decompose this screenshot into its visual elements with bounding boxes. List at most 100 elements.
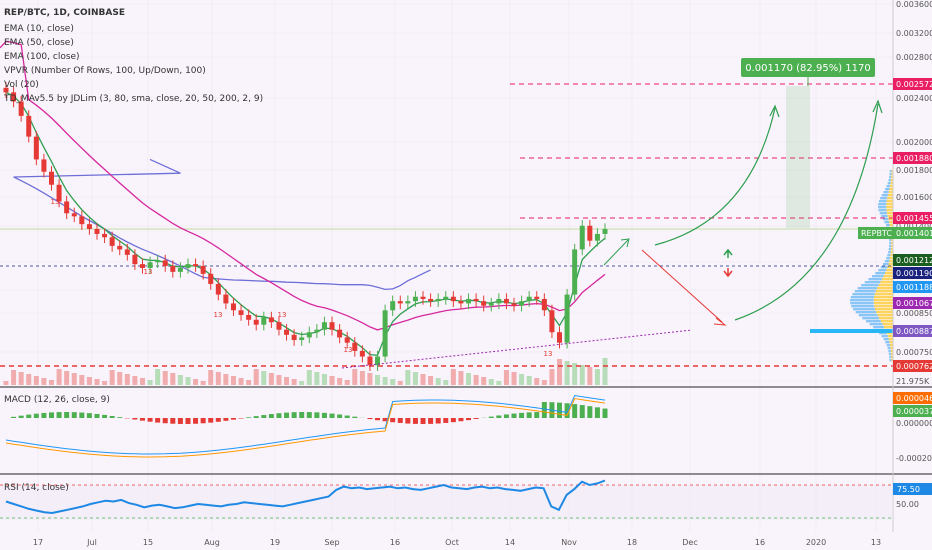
vpvr-up-bar bbox=[884, 260, 890, 263]
candle-body bbox=[230, 303, 236, 311]
vpvr-down-bar bbox=[888, 191, 893, 194]
macd-histogram bbox=[11, 402, 608, 424]
volume-profile bbox=[810, 170, 893, 362]
symbol-header: REP/BTC, 1D, COINBASE bbox=[4, 8, 125, 18]
volume-bar bbox=[314, 372, 320, 385]
vpvr-down-bar bbox=[889, 221, 893, 224]
vpvr-up-bar bbox=[857, 287, 878, 290]
macd-bar bbox=[261, 415, 267, 418]
volume-bar bbox=[458, 371, 464, 385]
vpvr-up-bar bbox=[878, 209, 887, 212]
candle-body bbox=[299, 337, 305, 341]
volume-bar bbox=[124, 374, 130, 385]
candle-body bbox=[208, 273, 214, 284]
drawings bbox=[603, 99, 883, 326]
macd-bar bbox=[519, 412, 525, 418]
volume-bar bbox=[299, 381, 305, 385]
macd-bar bbox=[390, 418, 396, 423]
macd-bar bbox=[314, 412, 320, 418]
candle-body bbox=[261, 317, 267, 325]
macd-bar bbox=[405, 418, 411, 424]
macd-tag-box bbox=[893, 392, 932, 404]
macd-bar bbox=[458, 418, 464, 422]
vpvr-down-bar bbox=[878, 284, 893, 287]
volume-bar bbox=[185, 377, 191, 385]
macd-bar bbox=[33, 413, 39, 418]
vpvr-down-bar bbox=[887, 197, 893, 200]
vpvr-down-bar bbox=[876, 311, 893, 314]
candle-body bbox=[109, 237, 115, 246]
rsi-band bbox=[0, 485, 893, 520]
macd-bar bbox=[64, 412, 70, 418]
vpvr-down-bar bbox=[886, 200, 893, 203]
volume-bar bbox=[549, 369, 555, 385]
volume-bar bbox=[193, 379, 199, 385]
candle-body bbox=[488, 303, 494, 306]
curved-up-arrow-2-head bbox=[872, 99, 883, 114]
candle-body bbox=[132, 254, 138, 265]
vpvr-up-bar bbox=[884, 221, 890, 224]
macd-tag-label: 0.000046 bbox=[896, 394, 932, 403]
vpvr-up-bar bbox=[887, 254, 891, 257]
td-label: 13 bbox=[51, 198, 60, 206]
candle-body bbox=[246, 314, 252, 320]
volume-bar bbox=[18, 372, 24, 385]
macd-bar bbox=[352, 416, 358, 418]
candle-body bbox=[359, 350, 365, 357]
vpvr-down-bar bbox=[890, 344, 893, 347]
candle-body bbox=[420, 296, 426, 299]
candle-body bbox=[193, 264, 199, 267]
volume-bar bbox=[200, 381, 206, 385]
volume-bar bbox=[246, 380, 252, 385]
indicator-label: TD_MAv5.5 by JDLim (3, 80, sma, close, 2… bbox=[3, 94, 263, 104]
macd-bar bbox=[587, 406, 593, 418]
vpvr-down-bar bbox=[877, 314, 893, 317]
vpvr-down-bar bbox=[891, 248, 893, 251]
candle-body bbox=[337, 329, 343, 338]
candle-body bbox=[117, 245, 123, 250]
vpvr-up-bar bbox=[880, 266, 888, 269]
candle-body bbox=[450, 296, 456, 302]
vpvr-up-bar bbox=[888, 350, 891, 353]
candle-body bbox=[102, 233, 108, 238]
price-tag-box bbox=[893, 297, 932, 309]
volume-bar bbox=[352, 369, 358, 385]
price-tick-label: 0.001800 bbox=[896, 166, 932, 175]
vpvr-up-bar bbox=[879, 332, 887, 335]
small-down-arrow bbox=[723, 268, 733, 278]
macd-bar bbox=[177, 418, 183, 424]
small-up-arrow bbox=[723, 248, 733, 258]
vpvr-up-bar bbox=[871, 275, 884, 278]
date-tick-label: 13 bbox=[871, 538, 881, 547]
price-tick-label: 0.000750 bbox=[896, 348, 932, 357]
vpvr-down-bar bbox=[889, 224, 893, 227]
volume-bar bbox=[382, 377, 388, 385]
volume-bar bbox=[41, 378, 47, 385]
indicator-label: Vol (20) bbox=[4, 80, 39, 90]
macd-bar bbox=[86, 413, 92, 418]
vpvr-up-bar bbox=[889, 356, 892, 359]
short-up-arrow bbox=[603, 239, 629, 266]
vpvr-up-bar bbox=[889, 242, 892, 245]
candle-body bbox=[238, 310, 244, 315]
macd-tag-box bbox=[893, 405, 932, 417]
candle-body bbox=[276, 322, 282, 330]
vpvr-down-bar bbox=[890, 251, 893, 254]
price-pane: 0.001170 (82.95%) 1170 13 13 13 13 13 13 REP/… bbox=[0, 8, 893, 385]
vpvr-up-bar bbox=[865, 320, 881, 323]
candle-body bbox=[587, 225, 593, 241]
volume-bar bbox=[276, 375, 282, 385]
curved-up-arrow-1-head bbox=[769, 104, 780, 118]
macd-bar bbox=[79, 412, 85, 418]
candle-body bbox=[503, 298, 509, 304]
candle-body bbox=[549, 310, 555, 333]
macd-bar bbox=[526, 412, 532, 418]
ema-50-line bbox=[0, 40, 606, 331]
volume-bar bbox=[443, 380, 449, 385]
volume-bar bbox=[473, 375, 479, 385]
candle-body bbox=[541, 298, 547, 311]
date-tick-label: 17 bbox=[33, 538, 43, 547]
volume-bar bbox=[496, 381, 502, 385]
vpvr-down-bar bbox=[875, 308, 893, 311]
td-label: 13 bbox=[344, 346, 353, 354]
